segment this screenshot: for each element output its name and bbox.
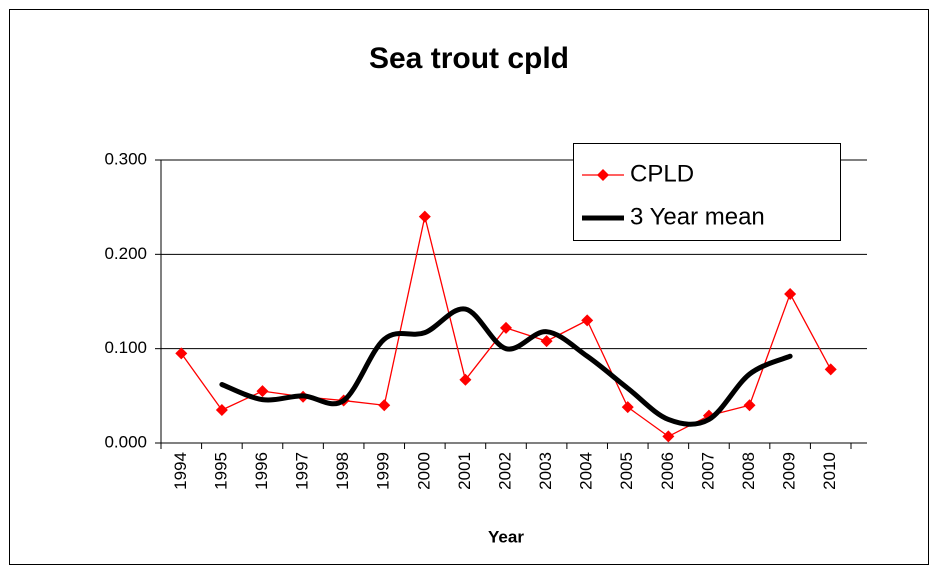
x-axis-label: Year xyxy=(488,527,524,546)
point xyxy=(378,399,391,412)
point xyxy=(662,430,675,443)
x-tick-label: 2004 xyxy=(577,452,596,490)
legend-label: 3 Year mean xyxy=(630,203,765,230)
x-tick-label: 2001 xyxy=(455,452,474,490)
point xyxy=(540,335,553,348)
x-tick-label: 2009 xyxy=(780,452,799,490)
point xyxy=(784,287,797,300)
y-tick-label: 0.300 xyxy=(104,149,147,168)
x-tick-label: 1998 xyxy=(333,452,352,490)
x-tick-label: 2000 xyxy=(414,452,433,490)
x-tick-label: 2008 xyxy=(739,452,758,490)
legend-marker xyxy=(597,169,609,181)
y-tick-label: 0.100 xyxy=(104,338,147,357)
legend-box xyxy=(573,143,841,241)
series-line xyxy=(219,306,793,427)
x-tick-label: 1996 xyxy=(252,452,271,490)
chart-border xyxy=(9,9,929,565)
x-tick-label: 2005 xyxy=(617,452,636,490)
point xyxy=(824,363,837,376)
x-tick-label: 2003 xyxy=(536,452,555,490)
x-tick-label: 1995 xyxy=(211,452,230,490)
point xyxy=(175,347,188,360)
y-tick-label: 0.000 xyxy=(104,432,147,451)
point xyxy=(743,399,756,412)
x-tick-label: 2002 xyxy=(495,452,514,490)
point xyxy=(581,314,594,327)
point xyxy=(621,401,634,414)
point xyxy=(459,373,472,386)
x-tick-label: 2010 xyxy=(820,452,839,490)
point xyxy=(500,321,512,334)
x-tick-label: 1994 xyxy=(171,452,190,490)
x-tick-label: 2007 xyxy=(698,452,717,490)
point xyxy=(256,385,269,398)
legend-label: CPLD xyxy=(630,160,694,187)
x-tick-label: 1997 xyxy=(293,452,312,490)
y-tick-label: 0.200 xyxy=(104,244,147,263)
point xyxy=(418,210,431,223)
x-tick-label: 2006 xyxy=(658,452,677,490)
chart-title: Sea trout cpld xyxy=(369,42,569,75)
point xyxy=(215,403,228,416)
x-tick-label: 1999 xyxy=(374,452,393,490)
